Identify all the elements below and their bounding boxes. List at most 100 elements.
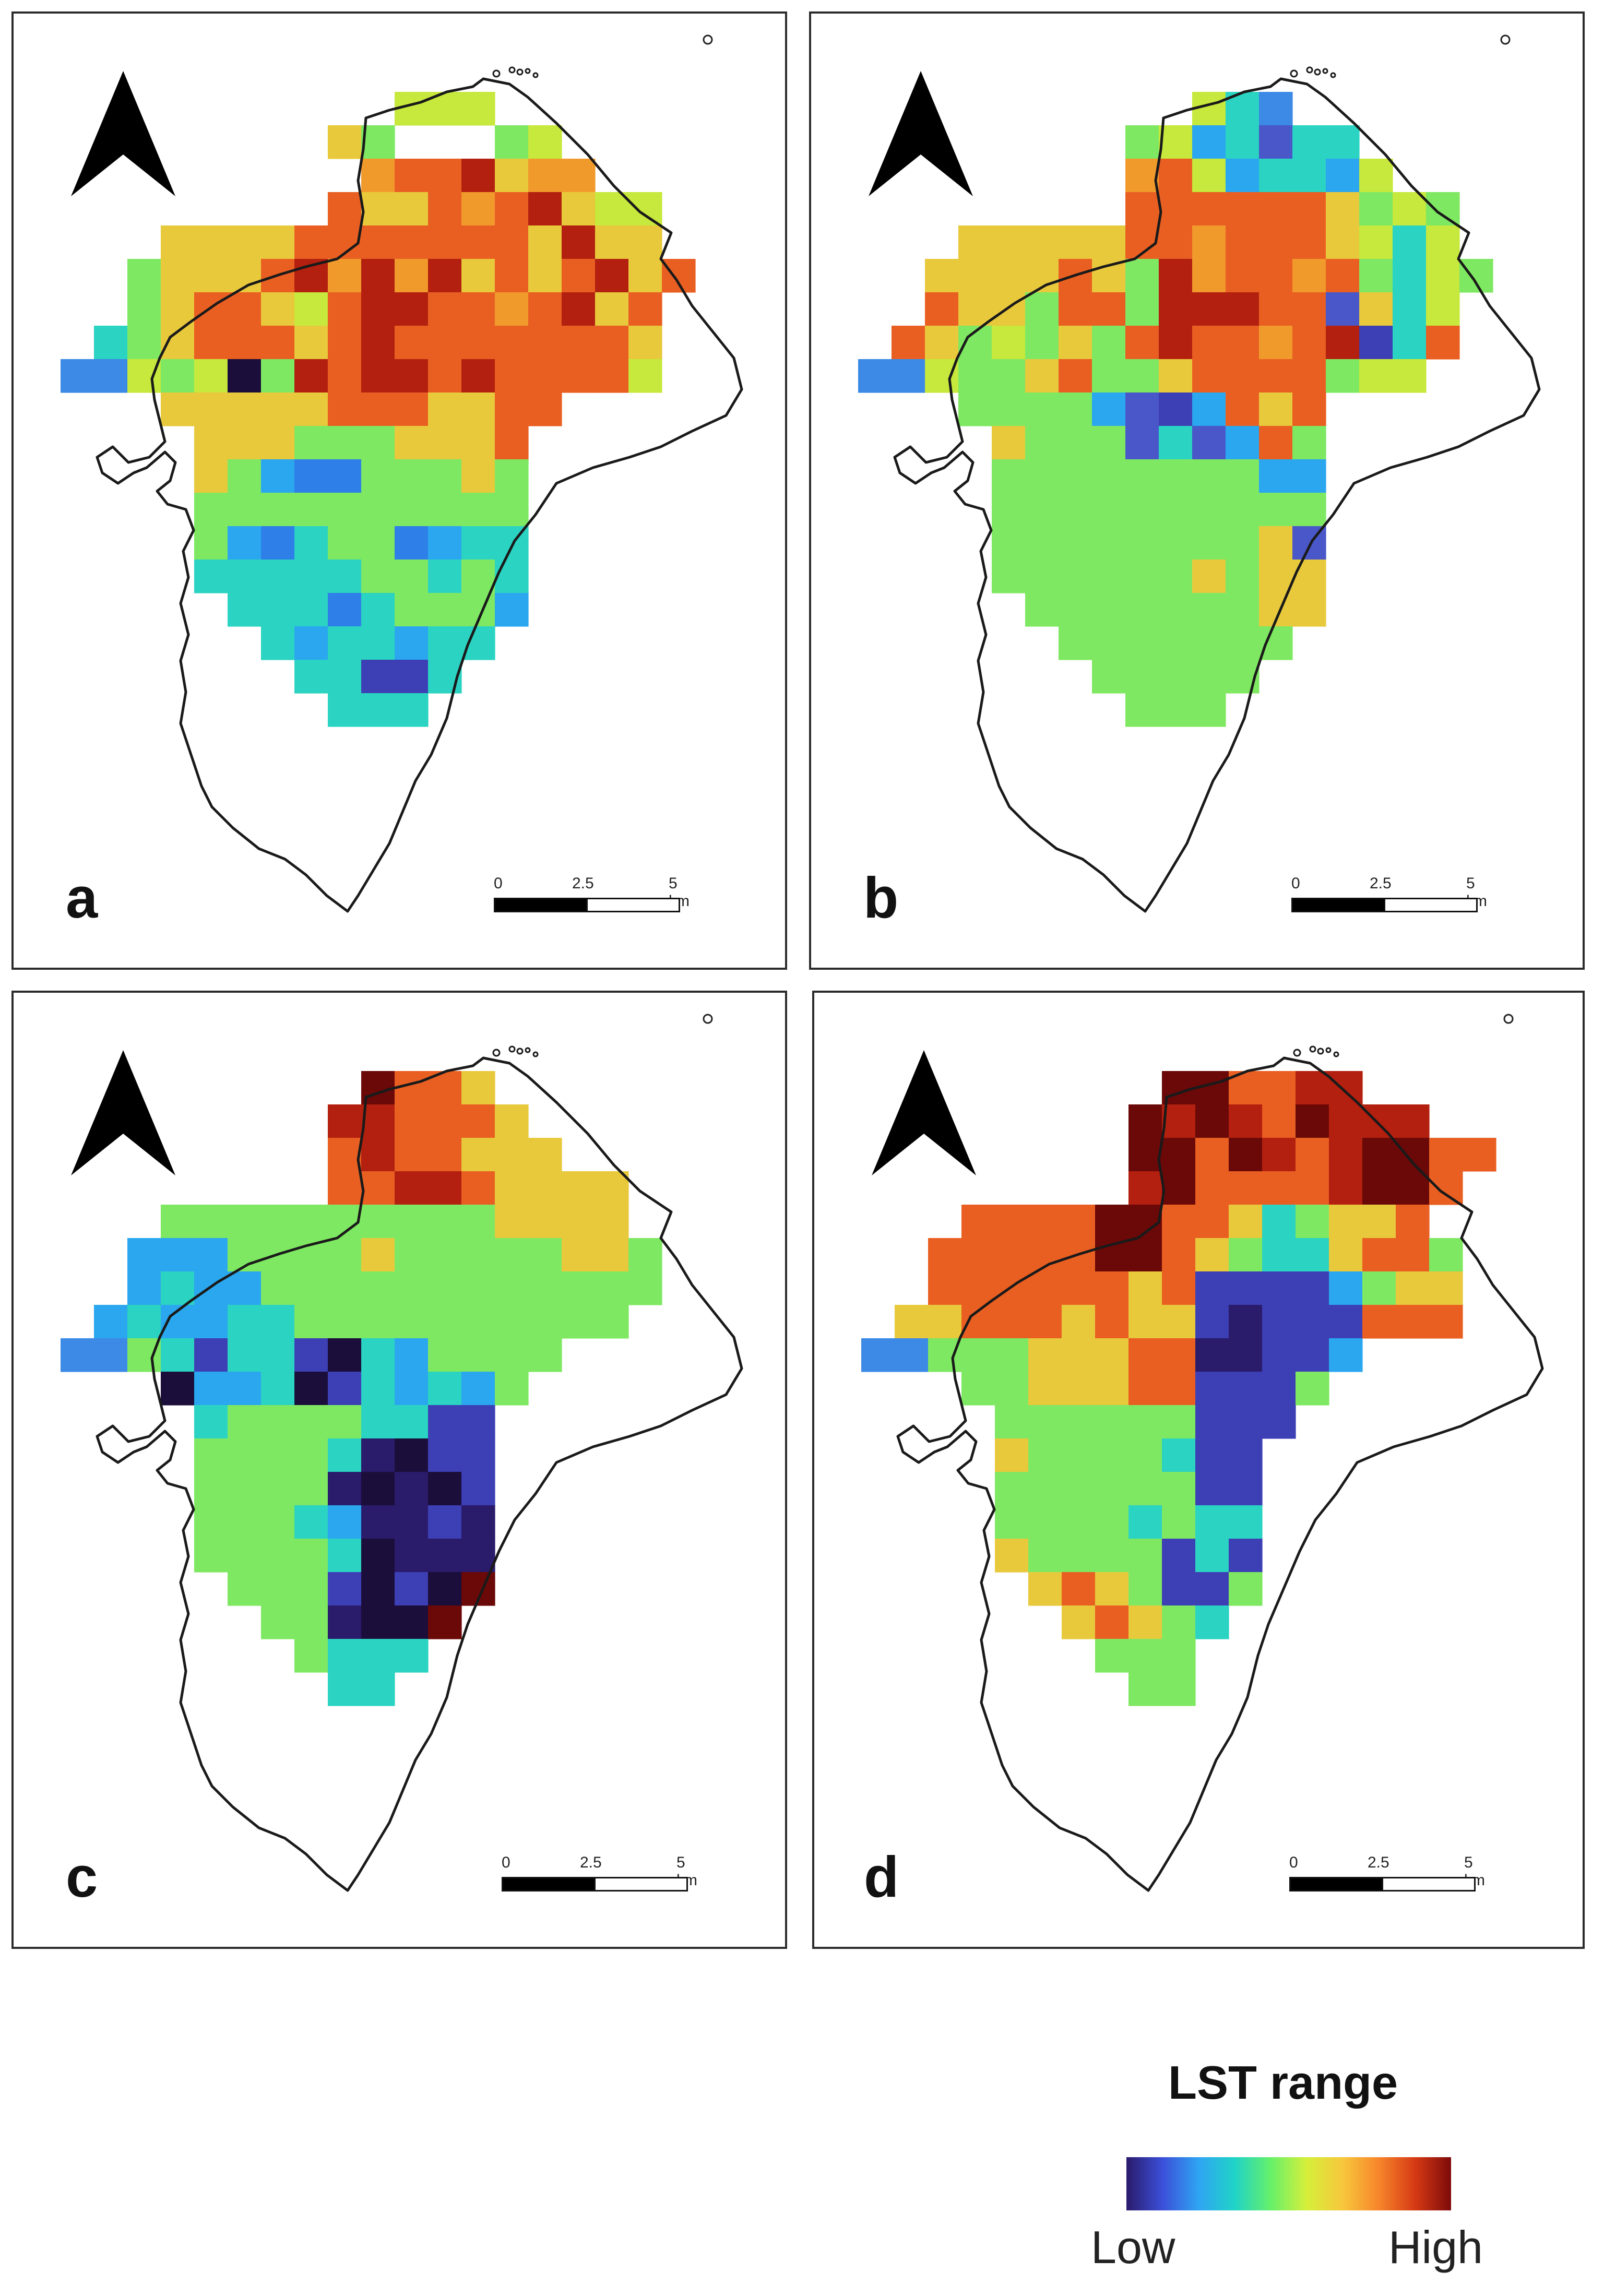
raster-cell [495,593,529,627]
raster-cell [495,426,529,460]
raster-cell [1396,1305,1430,1339]
raster-cell [461,192,495,226]
raster-cell [1095,1271,1129,1305]
raster-cell [1195,1238,1229,1272]
north-arrow-icon [71,1050,175,1175]
scale-tick-mid: 2.5 [572,875,594,892]
raster-cell [294,1372,328,1406]
raster-cell [294,1271,328,1305]
raster-cell [1159,292,1193,326]
raster-cell [1192,359,1226,393]
raster-cell [328,1405,362,1439]
raster-cell [194,392,228,426]
raster-cell [1296,1372,1329,1406]
scale-bar-black [1289,1877,1383,1891]
island-outline [532,72,539,78]
raster-cell [1259,192,1293,226]
raster-cell [194,560,228,593]
raster-cell [1262,1205,1296,1239]
raster-cell [928,1238,962,1272]
raster-cell [361,392,395,426]
raster-cell [1393,192,1427,226]
raster-cell [261,526,295,560]
raster-cell [1229,1238,1263,1272]
raster-cell [1393,326,1427,360]
raster-cell [1362,1205,1396,1239]
raster-cell [858,359,892,393]
raster-cell [1125,326,1159,360]
raster-cell [1025,292,1059,326]
raster-cell [595,326,629,360]
raster-cell [194,359,228,393]
raster-cell [461,159,495,193]
raster-cell [928,1338,962,1372]
raster-cell [1128,1438,1162,1472]
raster-cell [1229,1205,1263,1239]
raster-cell [395,225,429,259]
raster-cell [528,125,562,159]
raster-cell [328,359,362,393]
raster-cell [1329,1104,1363,1138]
raster-cell [228,1572,262,1606]
raster-cell [328,1472,362,1506]
raster-cell [194,225,228,259]
raster-cell [1162,1438,1196,1472]
raster-cell [261,1539,295,1573]
raster-cell [1092,593,1126,627]
raster-cell [261,1505,295,1539]
raster-cell [228,1372,262,1406]
raster-cell [228,593,262,627]
raster-cell [1259,459,1293,493]
raster-cell [1429,1138,1463,1172]
raster-cell [595,359,629,393]
raster-cell [261,1438,295,1472]
raster-cell [1326,359,1360,393]
raster-cell [194,1271,228,1305]
raster-cell [461,1338,495,1372]
island-outline [1325,1047,1332,1053]
raster-cell [1159,192,1193,226]
raster-cell [1162,1405,1196,1439]
raster-cell [461,1104,495,1138]
raster-cell [361,1271,395,1305]
raster-cell [992,292,1026,326]
raster-cell [562,259,596,293]
raster-cell [1192,459,1226,493]
raster-cell [1059,459,1092,493]
raster-cell [395,1271,429,1305]
corner-mark [703,1014,713,1024]
raster-cell [1226,326,1260,360]
raster-cell [261,1205,295,1239]
raster-cell [127,326,161,360]
raster-cell [228,1405,262,1439]
raster-cell [294,459,328,493]
raster-cell [1329,1338,1363,1372]
raster-cell [1292,125,1326,159]
raster-cell [595,1271,629,1305]
region-outline [896,1056,1544,1892]
raster-cell [1292,560,1326,593]
raster-cell [428,225,462,259]
raster-cell [361,1171,395,1205]
raster-cell [228,1305,262,1339]
raster-cell [1429,1238,1463,1272]
raster-cell [1259,159,1293,193]
raster-cell [361,660,395,694]
raster-cell [1195,1372,1229,1406]
raster-cell [161,225,195,259]
raster-cell [1128,1171,1162,1205]
raster-cell [1459,259,1493,293]
region-outline [96,77,743,913]
raster-cell [995,1472,1029,1506]
raster-cell [294,526,328,560]
raster-cell [495,1305,529,1339]
raster-cell [294,1205,328,1239]
raster-cell [1095,1438,1129,1472]
raster-cell [1359,159,1393,193]
scale-bar-b: 0 2.5 5 km [1291,875,1490,917]
raster-cell [1162,1338,1196,1372]
raster-cell [1229,1505,1263,1539]
raster-cell [461,560,495,593]
raster-cell [461,626,495,660]
raster-cell [1192,225,1226,259]
